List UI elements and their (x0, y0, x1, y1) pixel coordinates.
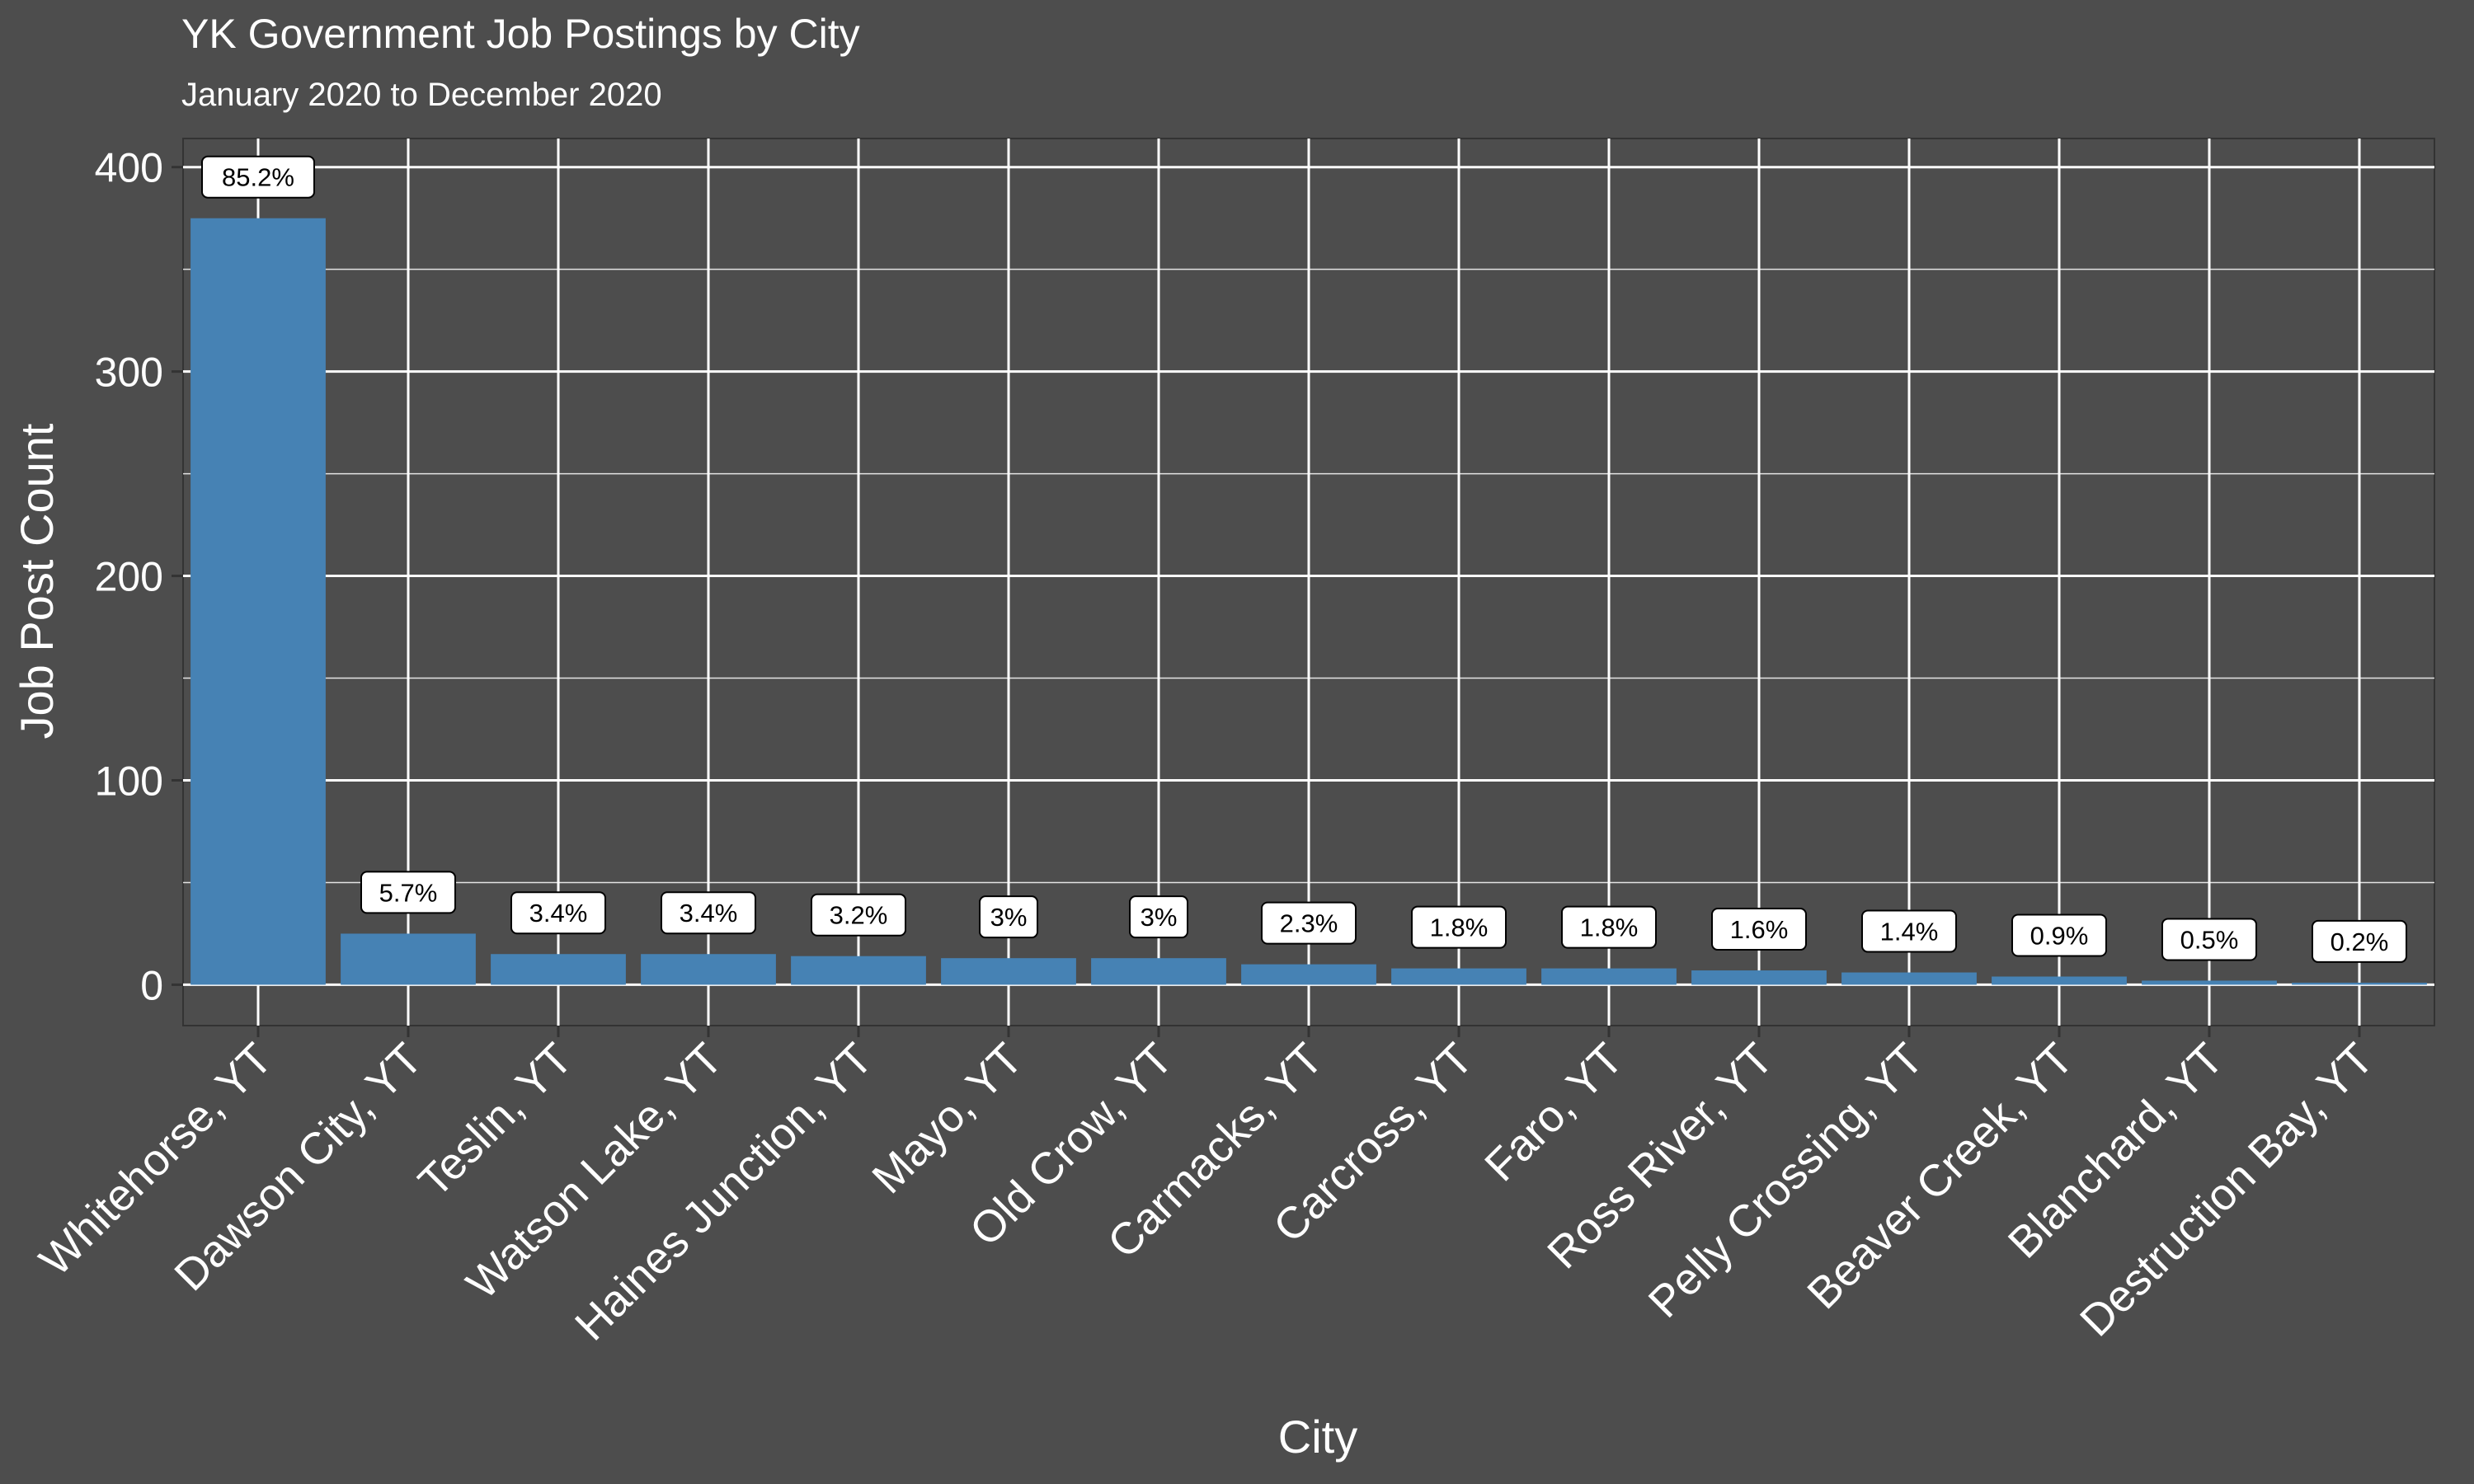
data-label-box (201, 155, 315, 199)
data-label-box (811, 893, 906, 937)
y-tick-label: 400 (95, 145, 163, 191)
data-label-box (1561, 905, 1657, 949)
data-label: 1.6% (1730, 915, 1789, 944)
x-axis-label: City (1278, 1411, 1357, 1463)
data-label-box (2312, 919, 2407, 963)
data-label: 85.2% (222, 163, 294, 192)
bar (1391, 968, 1526, 985)
data-label-box (1129, 895, 1188, 939)
x-tick-label: Beaver Creek, YT (1798, 1034, 2082, 1318)
data-label: 0.2% (2331, 928, 2389, 956)
bar (491, 954, 626, 985)
bar (190, 218, 326, 985)
y-tick-label: 100 (95, 758, 163, 804)
data-label: 2.3% (1280, 909, 1338, 938)
bar (641, 954, 776, 985)
data-label: 0.9% (2030, 921, 2089, 950)
x-tick-label: Haines Junction, YT (566, 1034, 882, 1350)
x-tick-label: Faro, YT (1475, 1034, 1632, 1190)
data-label-box (979, 895, 1038, 939)
data-label: 3% (1141, 903, 1178, 932)
data-label-box (1861, 909, 1957, 953)
bar (1992, 976, 2127, 985)
bar (941, 958, 1076, 985)
x-tick-label: Destruction Bay, YT (2071, 1034, 2382, 1345)
bar (1841, 972, 1977, 985)
bar (1541, 968, 1677, 985)
data-label: 5.7% (379, 878, 438, 907)
x-tick-label: Pelly Crossing, YT (1639, 1034, 1933, 1327)
bar (2142, 980, 2277, 985)
data-label-box (2161, 918, 2257, 961)
data-label: 3.4% (680, 899, 738, 928)
data-label: 1.4% (1880, 918, 1939, 946)
data-label-box (1711, 908, 1807, 951)
chart-title: YK Government Job Postings by City (181, 11, 860, 57)
bar (1091, 958, 1226, 985)
bar (2292, 982, 2427, 985)
data-label-box (2011, 913, 2107, 957)
chart-subtitle: January 2020 to December 2020 (181, 77, 662, 113)
y-axis-label: Job Post Count (11, 423, 63, 739)
data-label-box (1261, 901, 1357, 945)
y-tick-label: 200 (95, 554, 163, 600)
data-label: 1.8% (1430, 913, 1489, 942)
data-label-box (1411, 905, 1507, 949)
data-label-box (510, 891, 606, 935)
data-label: 3.2% (830, 901, 888, 930)
plot-area: 85.2% 5.7% 3.4% 3.4% 3.2% 3% 3% 2.3% 1.8% 1.8% 1.6… (31, 138, 2435, 1350)
bar (1691, 970, 1827, 985)
bar (341, 933, 476, 985)
bar (791, 956, 926, 985)
data-label-box (360, 871, 456, 914)
bar (1241, 964, 1376, 985)
y-tick-label: 300 (95, 350, 163, 396)
y-tick-label: 0 (140, 962, 163, 1008)
data-label-box (661, 891, 756, 935)
x-tick-label: Watson Lake, YT (457, 1034, 731, 1308)
data-label: 3% (990, 903, 1028, 932)
data-label: 3.4% (529, 899, 588, 928)
data-label: 1.8% (1580, 913, 1639, 942)
x-tick-label: Dawson City, YT (165, 1034, 431, 1300)
data-label: 0.5% (2180, 925, 2239, 954)
